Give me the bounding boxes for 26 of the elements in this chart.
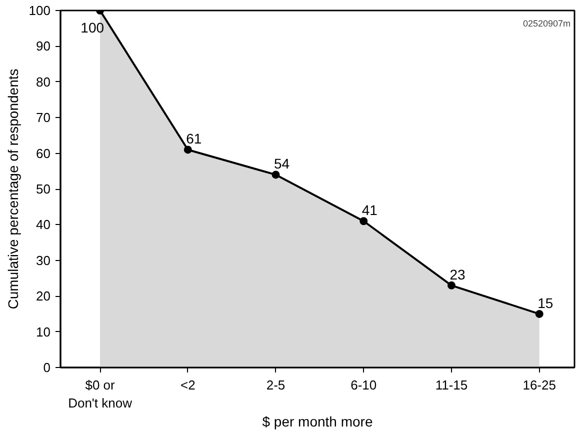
y-tick-label: 10 xyxy=(36,324,51,340)
data-label: 100 xyxy=(80,20,104,36)
y-tick-label: 40 xyxy=(36,217,51,232)
x-tick-label: 6-10 xyxy=(350,378,377,392)
data-label: 61 xyxy=(186,130,202,147)
annotation: 02520907m xyxy=(522,18,571,28)
y-axis-title: Cumulative percentage of respondents xyxy=(4,68,21,310)
y-tick-label: 80 xyxy=(36,74,51,90)
data-label: 54 xyxy=(274,156,290,172)
x-tick-label: 2-5 xyxy=(266,378,286,392)
x-tick-label: 16-25 xyxy=(522,378,556,392)
y-tick-label: 30 xyxy=(36,252,51,268)
x-tick-label: $0 or Don't know xyxy=(68,378,133,410)
data-label: 15 xyxy=(538,294,554,311)
y-tick-label: 20 xyxy=(36,288,51,304)
data-label: 23 xyxy=(450,266,466,282)
y-tick-label: 100 xyxy=(28,3,51,18)
data-label: 41 xyxy=(362,202,378,218)
y-tick-label: 60 xyxy=(36,146,51,161)
x-axis-title: $ per month more xyxy=(262,414,373,430)
y-tick-label: 70 xyxy=(36,110,51,126)
y-tick-label: 50 xyxy=(36,182,51,196)
y-tick-label: 90 xyxy=(36,38,51,54)
y-tick-label: 0 xyxy=(43,360,51,375)
x-tick-label: 11-15 xyxy=(435,378,468,392)
x-tick-label: <2 xyxy=(180,378,196,392)
